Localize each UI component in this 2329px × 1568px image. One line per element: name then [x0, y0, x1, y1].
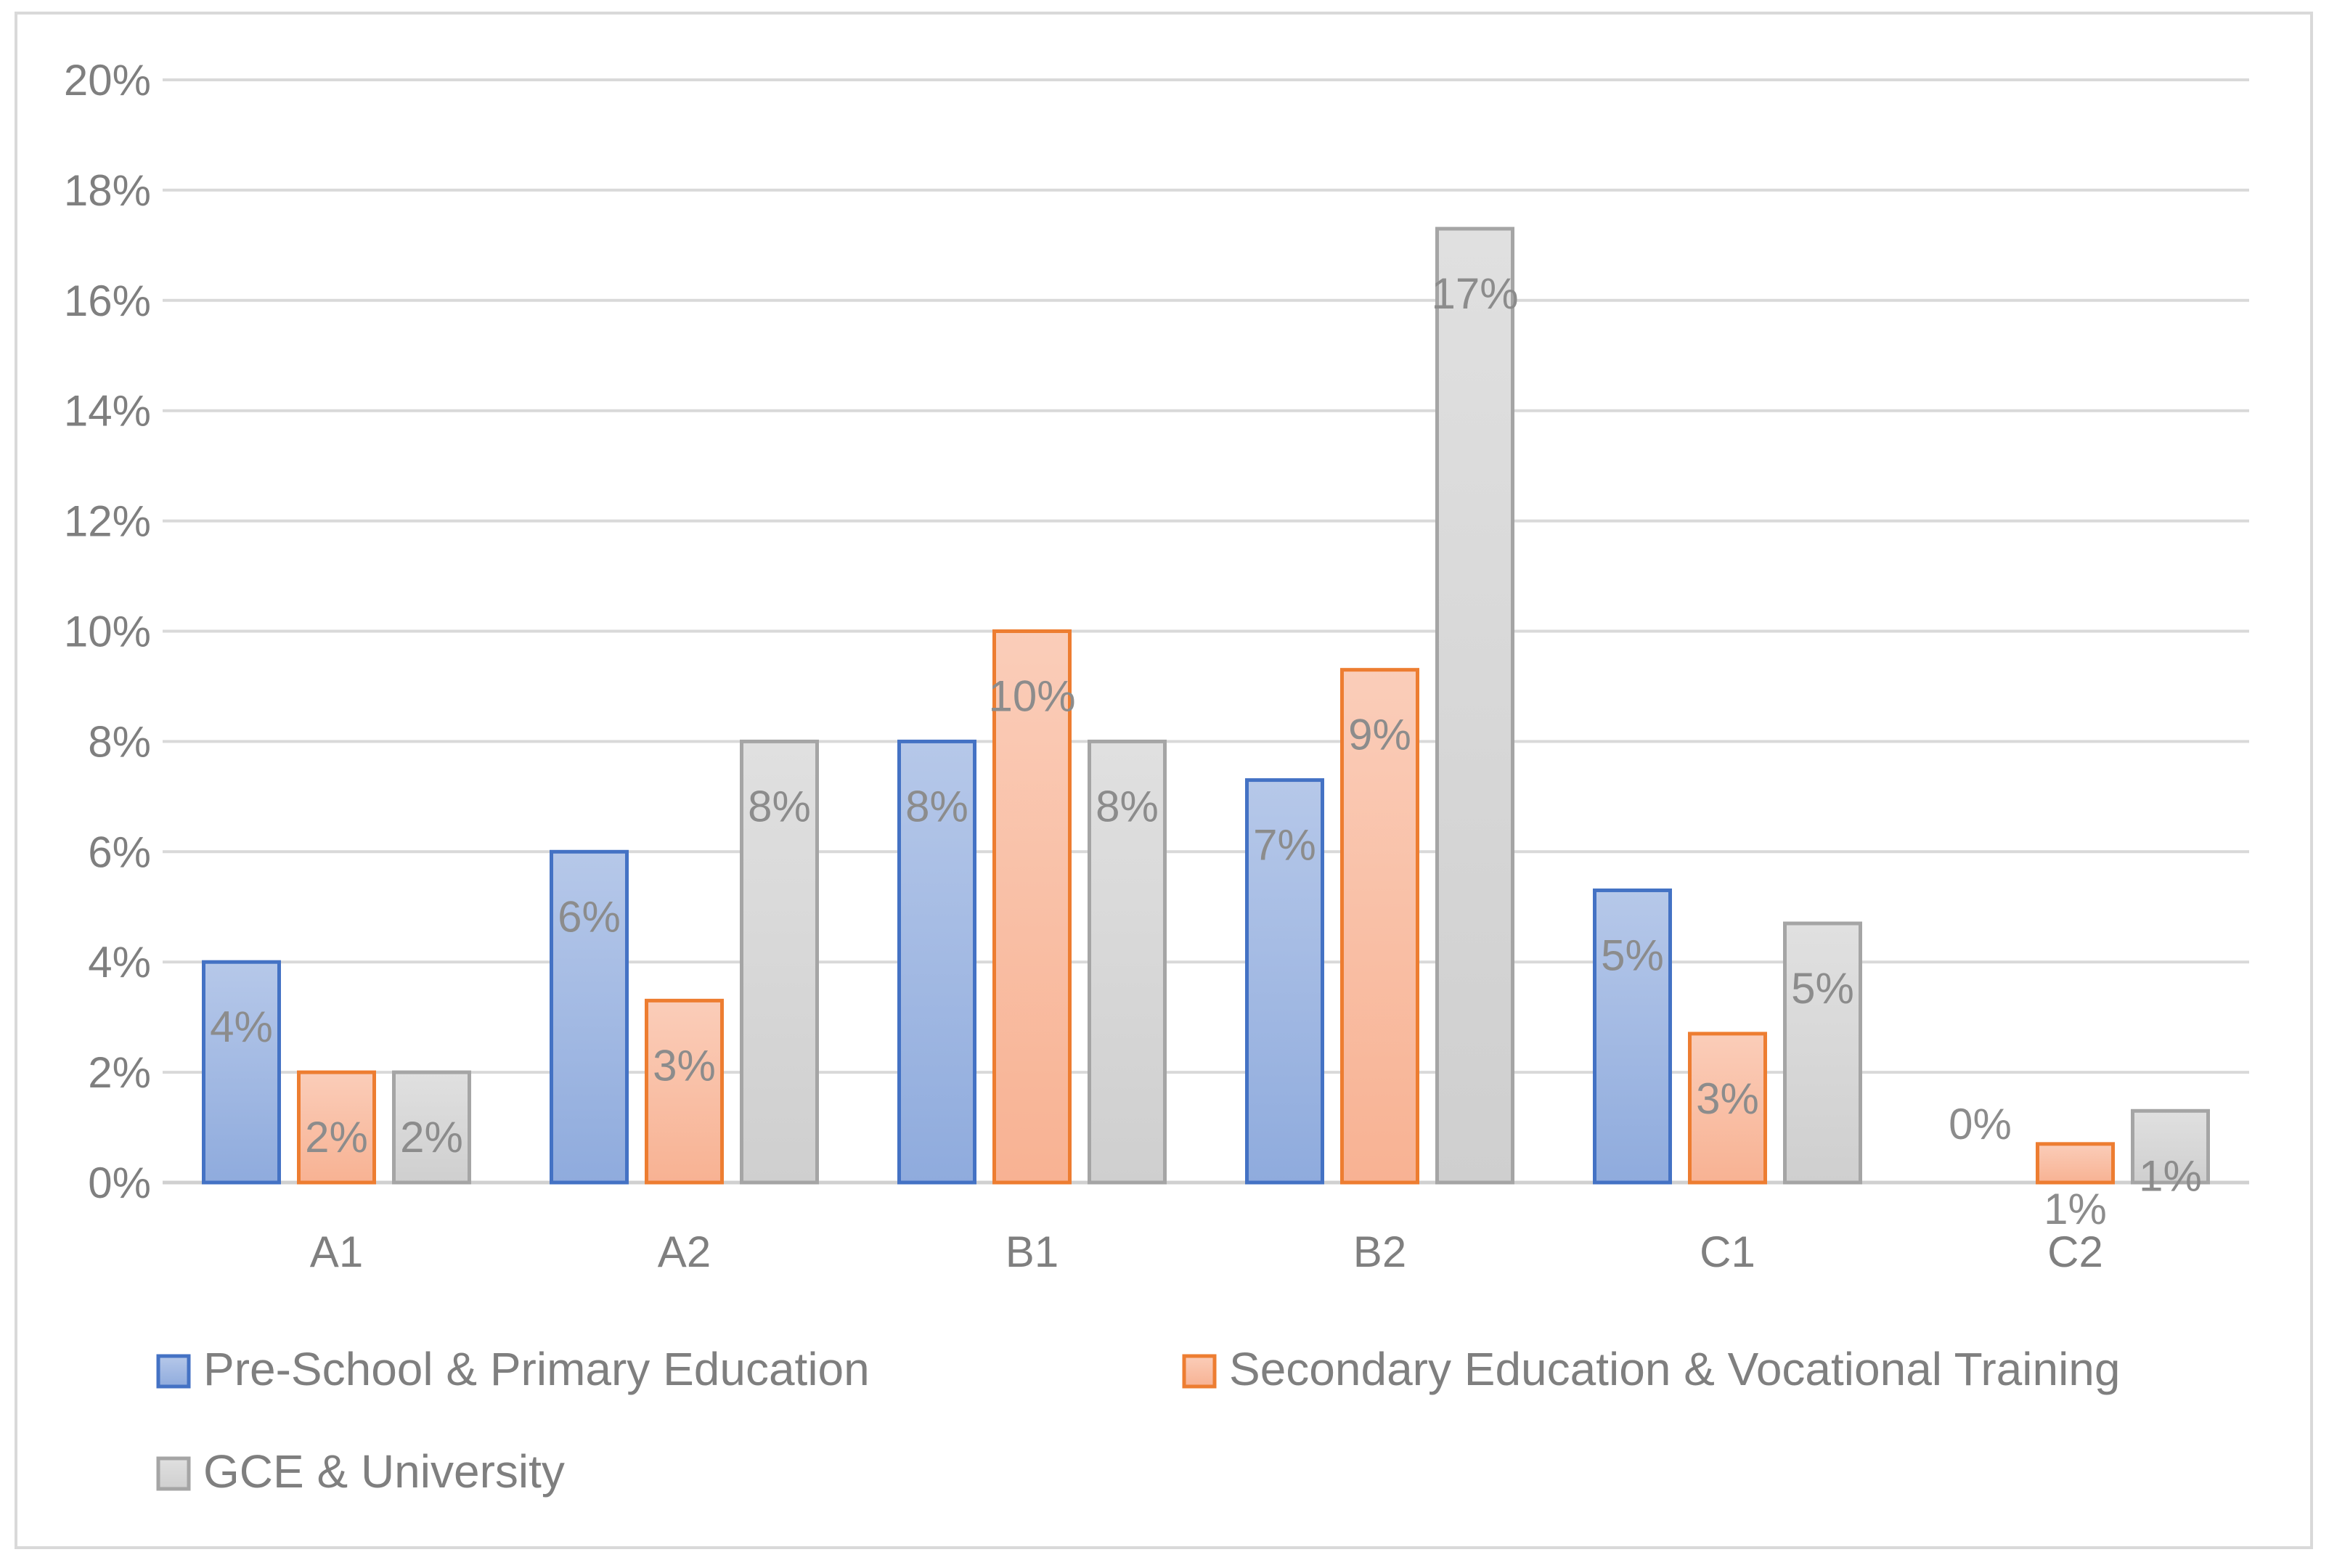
- bar-gce-university-c2: [2131, 1108, 2210, 1185]
- data-label: 17%: [1431, 269, 1518, 318]
- legend-label: Pre-School & Primary Education: [203, 1343, 870, 1395]
- bar-pre-school-primary-education-c1: [1593, 888, 1672, 1185]
- data-label: 10%: [988, 672, 1075, 721]
- legend-swatch: [156, 1456, 191, 1491]
- y-tick-label: 10%: [64, 608, 151, 656]
- legend-label: GCE & University: [203, 1445, 565, 1498]
- bar-gce-university-a1: [392, 1070, 471, 1185]
- bar-pre-school-primary-education-b1: [897, 739, 976, 1185]
- x-tick-label: B2: [1353, 1228, 1406, 1276]
- y-axis-ticks: 0% 2% 4% 6% 8% 10% 12% 14% 16% 18% 20%: [64, 56, 151, 1207]
- y-tick-label: 4%: [88, 938, 151, 987]
- y-tick-label: 14%: [64, 387, 151, 436]
- y-tick-label: 18%: [64, 166, 151, 215]
- bar-secondary-education-vocational-training-c1: [1688, 1032, 1767, 1185]
- data-label: 1%: [2044, 1185, 2107, 1233]
- x-axis-ticks: A1 A2 B1 B2 C1 C2: [310, 1228, 2103, 1276]
- data-label: 2%: [305, 1113, 368, 1161]
- data-label: 3%: [1696, 1074, 1759, 1123]
- bar-gce-university-c1: [1783, 921, 1862, 1185]
- y-tick-label: 2%: [88, 1048, 151, 1097]
- data-label: 8%: [1096, 782, 1159, 830]
- y-tick-label: 0%: [88, 1159, 151, 1207]
- bar-gce-university-a2: [740, 739, 819, 1185]
- bar-pre-school-primary-education-a1: [202, 960, 281, 1185]
- bars: [202, 226, 2210, 1185]
- bar-secondary-education-vocational-training-b1: [992, 629, 1072, 1185]
- bar-secondary-education-vocational-training-a2: [645, 998, 724, 1185]
- x-tick-label: C1: [1700, 1228, 1755, 1276]
- bar-secondary-education-vocational-training-b2: [1340, 668, 1419, 1185]
- data-label: 0%: [1949, 1100, 2012, 1148]
- bar-secondary-education-vocational-training-c2: [2036, 1142, 2115, 1185]
- y-tick-label: 16%: [64, 277, 151, 325]
- data-label: 5%: [1791, 964, 1854, 1013]
- bar-gce-university-b2: [1435, 226, 1514, 1185]
- y-tick-label: 8%: [88, 717, 151, 766]
- x-tick-label: B1: [1006, 1228, 1059, 1276]
- x-tick-label: C2: [2047, 1228, 2103, 1276]
- data-label: 8%: [905, 782, 968, 830]
- data-label: 6%: [558, 892, 621, 941]
- data-label: 7%: [1253, 821, 1316, 870]
- data-label: 9%: [1348, 711, 1411, 759]
- data-labels: 4% 2% 2% 6% 3% 8% 8% 10% 8% 7% 9% 17% 5% 3% 5% 0% 1% 1%: [210, 269, 2202, 1233]
- legend-swatch: [1182, 1354, 1217, 1389]
- data-label: 3%: [653, 1041, 716, 1090]
- gridlines: [163, 78, 2249, 1185]
- data-label: 8%: [748, 782, 811, 830]
- data-label: 5%: [1601, 931, 1664, 979]
- y-tick-label: 12%: [64, 497, 151, 546]
- y-tick-label: 6%: [88, 828, 151, 876]
- x-tick-label: A1: [310, 1228, 363, 1276]
- legend-swatch: [156, 1354, 191, 1389]
- data-label: 1%: [2139, 1151, 2202, 1200]
- x-tick-label: A2: [658, 1228, 711, 1276]
- data-label: 2%: [400, 1113, 463, 1161]
- y-tick-label: 20%: [64, 56, 151, 105]
- bar-secondary-education-vocational-training-a1: [297, 1070, 376, 1185]
- bar-pre-school-primary-education-a2: [550, 849, 629, 1185]
- bar-pre-school-primary-education-b2: [1245, 778, 1324, 1185]
- data-label: 4%: [210, 1003, 273, 1051]
- legend: Pre-School & Primary Education Secondary …: [156, 1343, 2120, 1498]
- bar-gce-university-b1: [1088, 739, 1167, 1185]
- legend-label: Secondary Education & Vocational Trainin…: [1229, 1343, 2120, 1395]
